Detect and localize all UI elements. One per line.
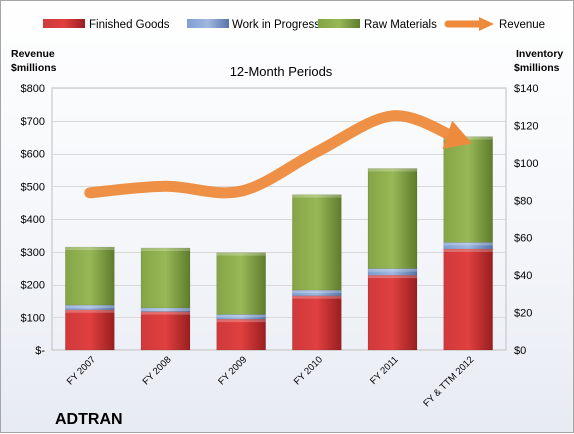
bar-cap-raw-materials bbox=[292, 195, 341, 198]
left-tick-label: $200 bbox=[21, 280, 45, 292]
left-tick-label: $800 bbox=[21, 83, 45, 95]
bar-cap-raw-materials bbox=[65, 247, 114, 250]
bar-cap-raw-materials bbox=[217, 253, 266, 256]
bar-segment-finished-goods bbox=[444, 249, 493, 350]
right-axis-ticks: $0 $20 $40 $60 $80 $100 $120 $140 bbox=[514, 83, 538, 357]
legend: Finished Goods Work in Progress Raw Mate… bbox=[43, 17, 545, 31]
left-tick-label: $- bbox=[35, 345, 45, 357]
right-tick-label: $120 bbox=[514, 120, 538, 132]
chart-subtitle: 12-Month Periods bbox=[230, 64, 333, 79]
bar-cap-finished-goods bbox=[217, 319, 266, 322]
bar-segment-raw-materials bbox=[217, 253, 266, 315]
bar-cap-work-in-progress bbox=[217, 314, 266, 317]
category-label: FY 2007 bbox=[65, 354, 98, 387]
left-tick-label: $600 bbox=[21, 149, 45, 161]
bar-cap-finished-goods bbox=[141, 312, 190, 315]
right-tick-label: $80 bbox=[514, 195, 532, 207]
right-tick-label: $20 bbox=[514, 308, 532, 320]
category-labels: FY 2007 FY 2008 FY 2009 FY 2010 FY 2011 FY & … bbox=[65, 354, 476, 409]
legend-swatch-raw-materials bbox=[318, 19, 360, 28]
left-axis-title-line2: $millions bbox=[11, 62, 57, 74]
bar-cap-raw-materials bbox=[368, 168, 417, 171]
legend-swatch-finished-goods bbox=[43, 19, 85, 28]
right-axis-title-line1: Inventory bbox=[516, 48, 563, 60]
legend-swatch-work-in-progress bbox=[187, 19, 229, 28]
company-name: ADTRAN bbox=[55, 411, 123, 428]
category-label: FY 2008 bbox=[141, 354, 174, 387]
bar-cap-finished-goods bbox=[65, 310, 114, 313]
bar-segment-finished-goods bbox=[141, 312, 190, 350]
bar-cap-work-in-progress bbox=[141, 308, 190, 311]
left-tick-label: $300 bbox=[21, 247, 45, 259]
left-axis-title-line1: Revenue bbox=[11, 48, 55, 60]
bar-cap-finished-goods bbox=[368, 275, 417, 278]
category-label: FY & TTM 2012 bbox=[421, 354, 476, 409]
right-axis-title-line2: $millions bbox=[514, 62, 560, 74]
bar-segment-finished-goods bbox=[368, 275, 417, 350]
right-tick-label: $100 bbox=[514, 158, 538, 170]
bar-segment-raw-materials bbox=[368, 168, 417, 268]
category-label: FY 2009 bbox=[216, 354, 249, 387]
category-label: FY 2010 bbox=[292, 354, 325, 387]
left-tick-label: $400 bbox=[21, 214, 45, 226]
legend-label-work-in-progress: Work in Progress bbox=[232, 19, 320, 31]
left-tick-label: $500 bbox=[21, 181, 45, 193]
bar-segment-raw-materials bbox=[292, 195, 341, 290]
bar-segment-finished-goods bbox=[292, 296, 341, 350]
bar-segment-raw-materials bbox=[141, 248, 190, 308]
left-tick-label: $100 bbox=[21, 312, 45, 324]
legend-label-finished-goods: Finished Goods bbox=[89, 19, 170, 31]
bar-segment-finished-goods bbox=[217, 319, 266, 350]
legend-label-raw-materials: Raw Materials bbox=[364, 19, 437, 31]
bar-cap-finished-goods bbox=[292, 296, 341, 299]
category-label: FY 2011 bbox=[368, 354, 401, 387]
right-tick-label: $40 bbox=[514, 270, 532, 282]
right-tick-label: $60 bbox=[514, 233, 532, 245]
right-tick-label: $140 bbox=[514, 83, 538, 95]
left-tick-label: $700 bbox=[21, 116, 45, 128]
bar-segment-raw-materials bbox=[444, 137, 493, 243]
legend-arrowhead-icon bbox=[479, 17, 494, 31]
legend-label-revenue: Revenue bbox=[499, 19, 545, 31]
bar-cap-work-in-progress bbox=[444, 242, 493, 245]
left-axis-ticks: $- $100 $200 $300 $400 $500 $600 $700 $800 bbox=[21, 83, 46, 357]
bar-cap-work-in-progress bbox=[368, 269, 417, 272]
bar-cap-raw-materials bbox=[141, 248, 190, 251]
bar-segment-finished-goods bbox=[65, 310, 114, 350]
bar-cap-work-in-progress bbox=[292, 290, 341, 293]
bar-cap-finished-goods bbox=[444, 249, 493, 252]
bar-cap-work-in-progress bbox=[65, 305, 114, 308]
bar-segment-raw-materials bbox=[65, 247, 114, 305]
right-tick-label: $0 bbox=[514, 345, 526, 357]
